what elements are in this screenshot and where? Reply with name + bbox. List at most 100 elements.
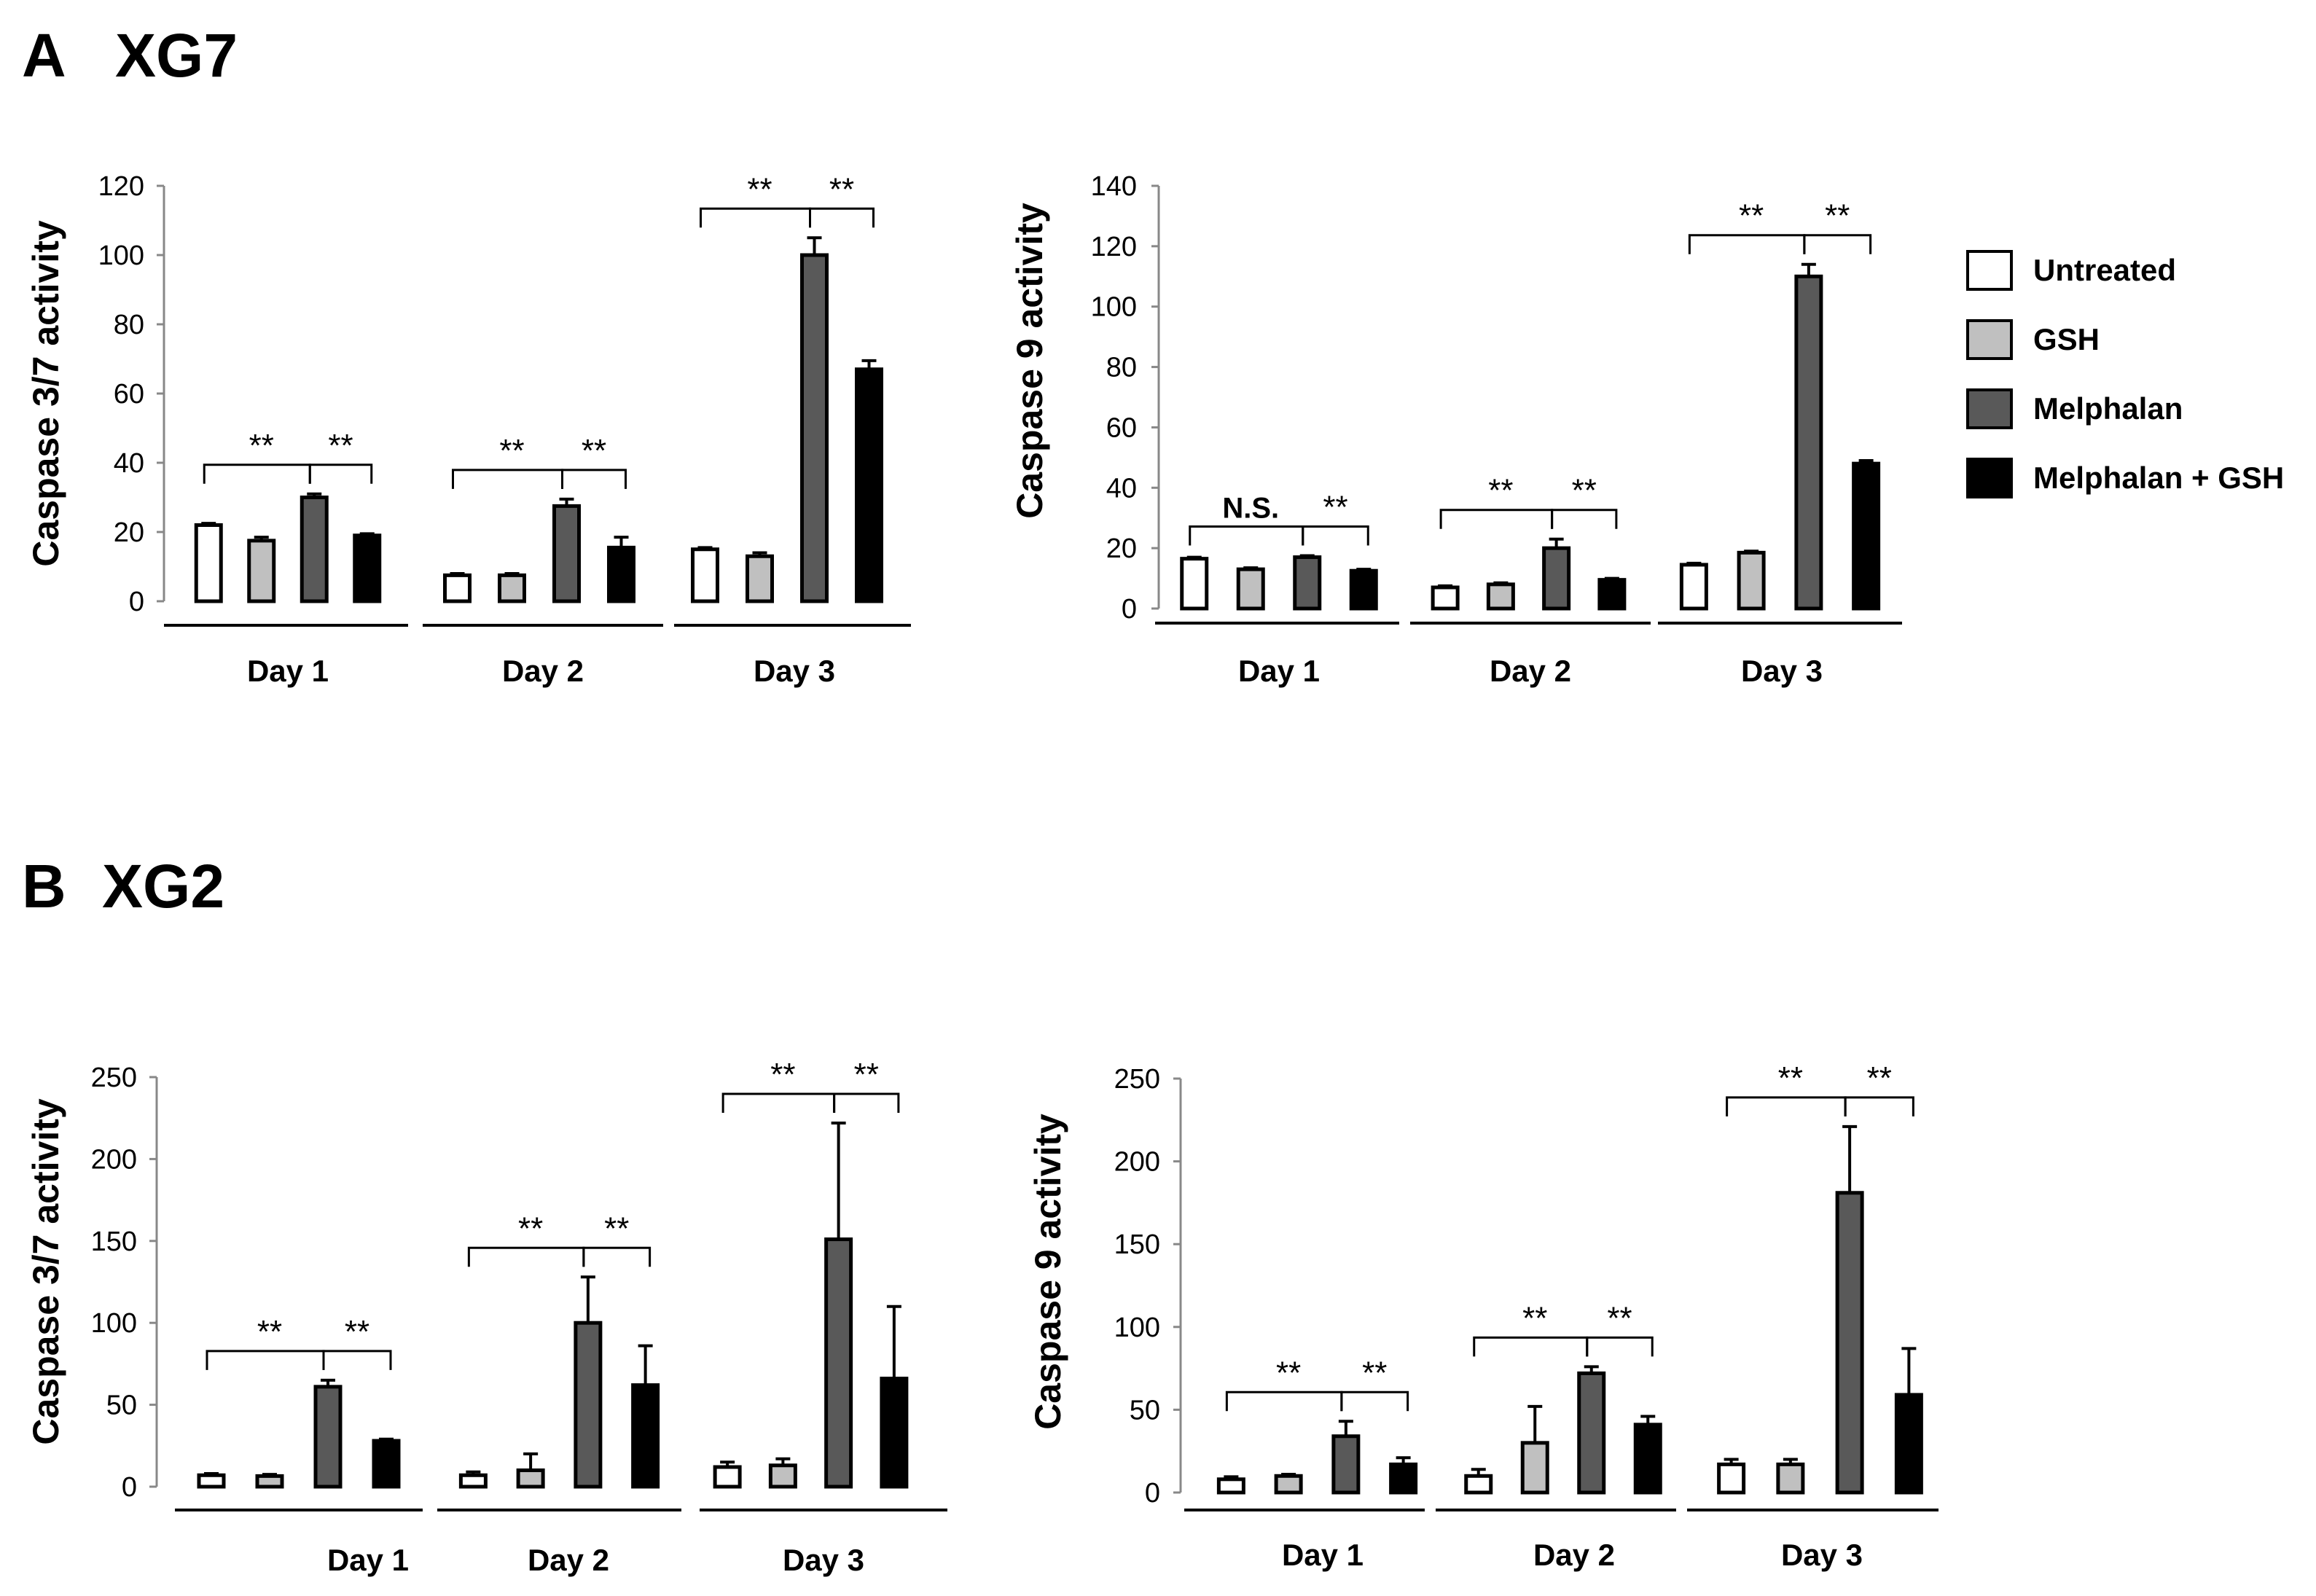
significance-bracket [322,1350,392,1370]
y-tick-label: 120 [98,171,144,202]
y-tick-label: 20 [1106,533,1137,564]
bar-gsh [247,539,276,603]
bar-untreated [1717,1462,1746,1495]
significance-label: ** [518,1210,543,1246]
chart-b-caspase37: 0 50 100 150 200 250 Caspase 3/7 activity Day 1… [26,1057,947,1577]
significance-bracket [467,1246,585,1267]
bar-melphalan-gsh [631,1383,660,1489]
significance-label: ** [1778,1060,1803,1096]
bar-untreated [197,1473,226,1489]
significance-label: ** [1522,1300,1547,1336]
chart-b-caspase9: 0 50 100 150 200 250 Caspase 9 activity Day 1 Da… [1028,1060,1939,1572]
y-axis-label: Caspase 9 activity [1009,203,1050,519]
y-tick-label: 140 [1091,171,1137,202]
bar-gsh [1776,1462,1805,1495]
significance-bracket [833,1092,900,1113]
significance-label: ** [345,1314,369,1350]
y-tick-label: 100 [1091,292,1137,323]
significance-label: ** [854,1057,879,1092]
y-tick-label: 120 [1091,232,1137,262]
significance-bracket [1225,1390,1343,1412]
y-tick-label: 0 [1145,1478,1160,1509]
legend: Untreated GSH Melphalan Melphalan + GSH [1966,250,2284,498]
significance-bracket [1551,509,1618,529]
bar-untreated [1216,1477,1245,1495]
legend-swatch-melphalan-gsh [1966,458,2013,498]
y-tick-label: 80 [1106,353,1137,383]
day-label: Day 3 [754,654,835,688]
y-tick-label: 150 [1114,1229,1160,1260]
panel-b-name: XG2 [102,852,224,920]
y-tick-label: 60 [1106,412,1137,443]
significance-bracket [452,469,563,489]
significance-bracket [1340,1390,1409,1412]
legend-swatch-melphalan [1966,388,2013,429]
y-tick-label: 0 [122,1472,137,1503]
legend-label: Melphalan + GSH [2033,461,2284,495]
bar-melphalan [313,1385,343,1489]
bar-untreated [713,1465,742,1489]
bar-melphalan-gsh [607,545,635,603]
significance-bracket [582,1246,652,1267]
y-tick-label: 60 [114,379,144,410]
bar-melphalan-gsh [1633,1423,1662,1495]
significance-bracket [721,1092,836,1113]
day-label: Day 3 [1781,1538,1863,1572]
bar-melphalan [1577,1371,1606,1495]
significance-bracket [1586,1336,1654,1357]
significance-bracket [1726,1096,1847,1116]
significance-label: ** [770,1057,795,1092]
bar-melphalan-gsh [1389,1462,1418,1495]
bar-untreated [1180,557,1209,611]
significance-bracket [1844,1096,1914,1116]
bar-untreated [1431,585,1460,611]
bar-gsh [1737,550,1766,611]
chart-a-caspase37: 0 20 40 60 80 100 120 Caspase 3/7 activity Day 1… [26,171,911,688]
legend-label: GSH [2033,322,2100,356]
day-label: Day 2 [528,1543,609,1577]
significance-label: ** [1825,198,1850,234]
day-label: Day 1 [1282,1538,1364,1572]
bar-melphalan-gsh [855,367,883,603]
legend-label: Untreated [2033,253,2176,287]
y-tick-label: 100 [1114,1313,1160,1343]
significance-label: ** [328,428,353,463]
panel-a-letter: A [22,21,66,90]
bar-gsh [516,1468,545,1489]
bar-melphalan [1293,555,1322,611]
significance-label: ** [747,171,772,207]
panel-b-letter: B [22,852,66,920]
significance-bracket [1439,509,1554,529]
bar-melphalan [552,504,581,603]
bar-melphalan [1794,274,1823,611]
significance-label: ** [1276,1355,1301,1390]
bar-gsh [746,554,774,603]
y-tick-label: 250 [91,1063,137,1093]
y-tick-label: 100 [98,240,144,271]
bar-melphalan-gsh [880,1377,909,1489]
y-tick-label: 50 [1130,1395,1160,1425]
y-axis-label: Caspase 3/7 activity [26,220,66,566]
bar-gsh [1274,1474,1303,1495]
bar-melphalan-gsh [1349,568,1378,611]
significance-label: ** [829,171,854,207]
significance-bracket [203,463,311,484]
bar-melphalan-gsh [1852,461,1881,611]
day-label: Day 1 [327,1543,409,1577]
significance-bracket [1803,234,1872,254]
panel-a-header: A XG7 [22,21,238,90]
y-tick-label: 200 [1114,1147,1160,1178]
significance-label: ** [1323,490,1347,525]
y-tick-label: 20 [114,517,144,548]
bar-gsh [1520,1441,1549,1495]
y-tick-label: 100 [91,1308,137,1339]
day-label: Day 1 [1238,654,1320,688]
significance-label: ** [1488,473,1513,509]
bar-gsh [498,573,526,603]
day-label: Day 2 [502,654,584,688]
y-axis-label: Caspase 3/7 activity [26,1098,66,1444]
significance-bracket [700,207,811,228]
bar-untreated [1464,1474,1493,1495]
significance-label: ** [1867,1060,1892,1096]
bar-melphalan-gsh [372,1439,401,1489]
